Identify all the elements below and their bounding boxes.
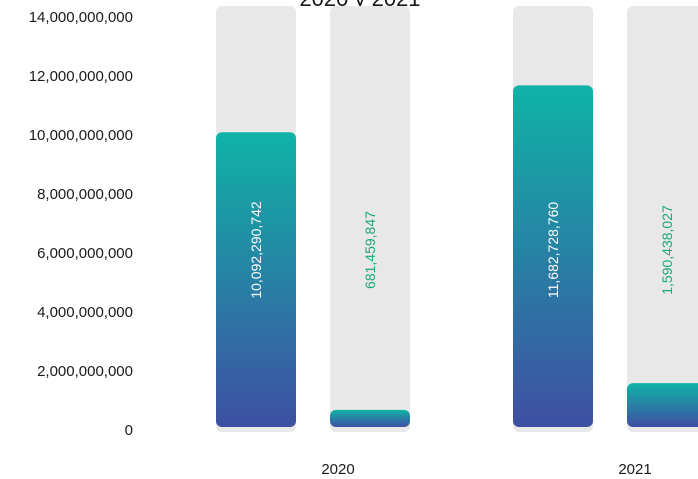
x-category-label: 2021 — [618, 461, 651, 478]
bars: 10,092,290,742 681,459,847 11,682,728,760 1… — [216, 6, 698, 432]
bar-value-label: 11,682,728,760 — [545, 202, 561, 298]
y-axis: 0 2,000,000,000 4,000,000,000 6,000,000,000… — [29, 9, 133, 439]
chart-title: 2020 y 2021 — [299, 0, 420, 11]
y-tick-label: 14,000,000,000 — [29, 9, 133, 26]
y-tick-label: 12,000,000,000 — [29, 68, 133, 85]
bar-value-label: 681,459,847 — [362, 211, 378, 289]
bar-track — [627, 6, 698, 432]
y-tick-label: 2,000,000,000 — [37, 363, 133, 380]
y-tick-label: 0 — [125, 422, 133, 439]
bar — [627, 383, 698, 427]
bar — [330, 409, 410, 427]
y-tick-label: 4,000,000,000 — [37, 304, 133, 321]
x-axis: 2020 2021 — [321, 461, 651, 478]
y-tick-label: 8,000,000,000 — [37, 186, 133, 203]
bar-track — [330, 6, 410, 432]
bar-value-label: 1,590,438,027 — [659, 205, 675, 295]
bar-value-label: 10,092,290,742 — [248, 201, 264, 299]
bar — [513, 85, 593, 428]
x-category-label: 2020 — [321, 461, 354, 478]
y-tick-label: 6,000,000,000 — [37, 245, 133, 262]
y-tick-label: 10,000,000,000 — [29, 127, 133, 144]
bar — [216, 132, 296, 428]
